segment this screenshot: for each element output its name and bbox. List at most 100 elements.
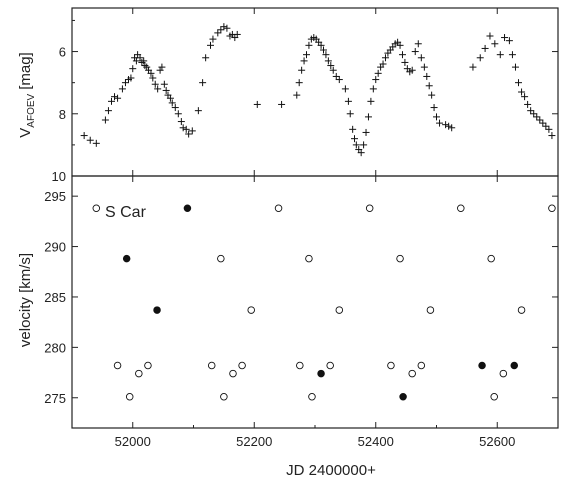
light-curve-point	[476, 54, 484, 62]
light-curve-point	[542, 122, 550, 130]
light-curve-point	[132, 57, 140, 65]
light-curve-point	[147, 69, 155, 77]
light-curve-point	[411, 48, 419, 56]
light-curve-point	[174, 110, 182, 118]
light-curve-point	[107, 97, 115, 105]
light-curve-point	[160, 80, 168, 88]
light-curve-point	[278, 100, 286, 108]
bottom-x-tick-label: 52600	[479, 434, 515, 449]
velocity-point-open	[305, 254, 313, 263]
light-curve-point	[136, 54, 144, 62]
velocity-point-open	[238, 361, 246, 370]
top-plot-frame	[71, 7, 559, 177]
light-curve-point	[524, 100, 532, 108]
velocity-point-open	[487, 254, 495, 263]
light-curve-point	[149, 74, 157, 82]
velocity-point-filled	[153, 306, 161, 314]
bottom-y-tick-label: 275	[44, 391, 66, 406]
light-curve-point	[154, 85, 162, 93]
light-curve-point	[367, 97, 375, 105]
bottom-y-axis-title: velocity [km/s]	[17, 253, 34, 347]
light-curve-point	[127, 74, 135, 82]
light-curve-point	[332, 72, 340, 80]
light-curve-point	[530, 110, 538, 118]
light-curve-point	[166, 94, 174, 102]
velocity-point-open	[113, 361, 122, 370]
light-curve-point	[414, 40, 422, 48]
velocity-point-open	[417, 361, 426, 370]
light-curve-point	[448, 124, 456, 132]
velocity-point-open	[490, 393, 498, 401]
light-curve-point	[185, 130, 193, 138]
light-curve-point	[491, 40, 499, 48]
light-curve-point	[322, 51, 330, 59]
bottom-y-tick-label: 285	[44, 290, 66, 305]
top-y-axis-title-main: V	[17, 128, 34, 138]
light-curve-point	[253, 100, 261, 108]
light-curve-point	[430, 104, 438, 112]
light-curve-point	[350, 135, 358, 143]
light-curve-point	[344, 97, 352, 105]
light-curve-point	[305, 41, 313, 49]
light-curve-point	[349, 125, 357, 133]
light-curve-point	[515, 79, 523, 87]
light-curve-point	[233, 30, 241, 38]
velocity-points	[92, 204, 556, 401]
light-curve-point	[401, 58, 409, 66]
light-curve-point	[369, 85, 377, 93]
top-y-axis-title-unit: [mag]	[17, 52, 34, 90]
light-curve-point	[372, 76, 380, 84]
top-y-tick-label: 6	[59, 45, 66, 60]
light-curve-point	[177, 118, 185, 126]
light-curve-point	[335, 76, 343, 84]
light-curve-point	[496, 51, 504, 59]
velocity-point-filled	[317, 369, 325, 378]
velocity-point-open	[220, 393, 228, 401]
velocity-point-open	[517, 306, 526, 314]
velocity-point-open	[296, 361, 304, 370]
light-curve-point	[379, 60, 387, 68]
light-curve-point	[199, 79, 207, 87]
light-curve-point	[171, 104, 179, 112]
velocity-point-open	[308, 393, 316, 401]
light-curve-point	[527, 107, 535, 115]
light-curve-points	[80, 23, 556, 157]
light-curve-point	[129, 65, 137, 73]
light-curve-point	[151, 80, 159, 88]
velocity-point-open	[335, 306, 344, 314]
light-curve-point	[469, 63, 477, 71]
light-curve-point	[295, 79, 303, 87]
top-y-axis-title-sub: AFOEV	[26, 93, 37, 127]
light-curve-point	[86, 136, 94, 144]
light-curve-point	[364, 113, 372, 121]
light-curve-point	[505, 37, 513, 45]
light-curve-point	[374, 69, 382, 77]
x-axis-title: JD 2400000+	[286, 462, 376, 479]
star-name-annotation: S Car	[105, 204, 147, 221]
light-curve-point	[548, 132, 556, 140]
light-curve-point	[398, 51, 406, 59]
light-curve-point	[138, 58, 146, 66]
light-curve-point	[362, 128, 370, 136]
velocity-point-filled	[399, 393, 407, 401]
velocity-point-filled	[478, 361, 486, 370]
top-y-axis-title: VAFOEV [mag]	[17, 52, 37, 137]
light-curve-point	[536, 116, 544, 124]
velocity-point-open	[457, 204, 465, 213]
light-curve-point	[179, 124, 187, 132]
light-curve-point	[436, 119, 444, 127]
light-curve-point	[501, 34, 509, 42]
velocity-point-filled	[510, 361, 519, 370]
velocity-panel: 275 280 285 290 295 52000 52200 52400 52600	[44, 175, 559, 449]
bottom-y-tick-label: 295	[44, 189, 66, 204]
velocity-point-open	[499, 369, 508, 378]
light-curve-point	[329, 66, 337, 74]
light-curve-point	[539, 119, 547, 127]
light-curve-point	[352, 141, 360, 149]
light-curve-point	[433, 113, 440, 121]
light-curve-point	[118, 85, 126, 93]
top-y-tick-label: 10	[52, 169, 66, 184]
light-curve-point	[486, 32, 494, 40]
light-curve-point	[302, 51, 310, 59]
